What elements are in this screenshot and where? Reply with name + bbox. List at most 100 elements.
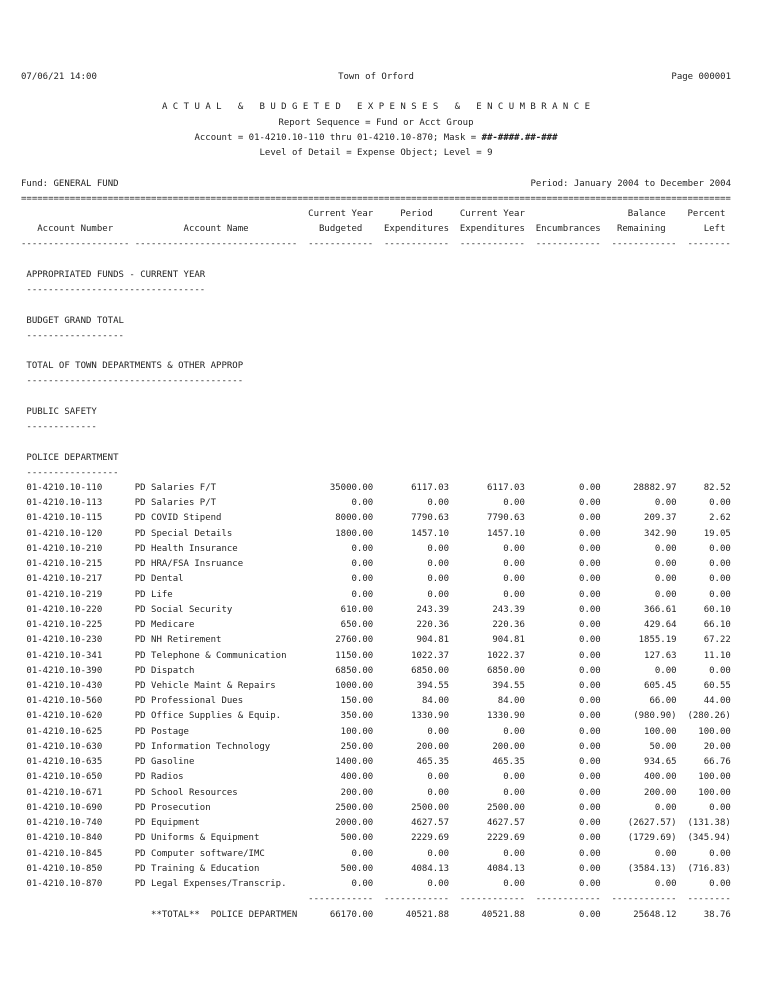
encumbrances-cell: 0.00 bbox=[579, 711, 601, 722]
account-row: 01-4210.10-635 PD Gasoline 1400.00 465.3… bbox=[21, 755, 730, 770]
period-expenditures-cell: 0.00 bbox=[427, 589, 450, 600]
total-percent-left: 38.76 bbox=[703, 909, 731, 920]
balance-remaining-cell: 1855.19 bbox=[638, 635, 677, 646]
encumbrances-cell: 0.00 bbox=[579, 650, 601, 661]
account-row: 01-4210.10-217 PD Dental 0.00 0.00 0.00 … bbox=[21, 572, 730, 587]
period-expenditures-cell: 0.00 bbox=[427, 848, 450, 859]
section-underline: ----------------- bbox=[26, 467, 119, 478]
spacer bbox=[21, 85, 731, 100]
account-number-cell: 01-4210.10-690 bbox=[26, 802, 103, 813]
period-expenditures-cell: 904.81 bbox=[416, 635, 450, 646]
balance-remaining-cell: (1729.69) bbox=[627, 833, 677, 844]
cy-expenditures-cell: 0.00 bbox=[503, 498, 525, 509]
column-header-row-1: Current Year Period Current Year Balance… bbox=[21, 207, 731, 222]
percent-left-cell: 19.05 bbox=[703, 528, 731, 539]
header-dashes: ------------ bbox=[611, 239, 677, 250]
encumbrances-cell: 0.00 bbox=[579, 482, 601, 493]
header-dashes: ------------------------------ bbox=[134, 239, 298, 250]
spacer bbox=[21, 298, 731, 313]
budgeted-cell: 2000.00 bbox=[335, 818, 374, 829]
encumbrances-cell: 0.00 bbox=[579, 818, 601, 829]
period-expenditures-cell: 1457.10 bbox=[411, 528, 450, 539]
section-heading-police-department: POLICE DEPARTMENT bbox=[26, 452, 119, 463]
section-heading-appropriated-funds: APPROPRIATED FUNDS - CURRENT YEAR bbox=[26, 269, 206, 280]
account-number-cell: 01-4210.10-650 bbox=[26, 772, 103, 783]
account-name-cell: PD Medicare bbox=[134, 620, 195, 631]
balance-remaining-cell: 0.00 bbox=[654, 559, 677, 570]
account-name-cell: PD Training & Education bbox=[134, 863, 260, 874]
cy-expenditures-cell: 6117.03 bbox=[486, 482, 525, 493]
spacer bbox=[21, 344, 731, 359]
encumbrances-cell: 0.00 bbox=[579, 726, 601, 737]
section-heading-public-safety: PUBLIC SAFETY bbox=[26, 406, 97, 417]
balance-remaining-cell: 0.00 bbox=[654, 574, 677, 585]
account-name-cell: PD School Resources bbox=[134, 787, 238, 798]
period-expenditures-cell: 84.00 bbox=[421, 696, 450, 707]
percent-left-cell: 60.10 bbox=[703, 604, 731, 615]
budgeted-cell: 1000.00 bbox=[335, 681, 374, 691]
cy-expenditures-cell: 4627.57 bbox=[486, 818, 525, 829]
account-number-cell: 01-4210.10-225 bbox=[26, 620, 103, 631]
total-encumbrances: 0.00 bbox=[579, 909, 601, 920]
percent-left-cell: 0.00 bbox=[709, 543, 731, 554]
balance-remaining-cell: 342.90 bbox=[644, 528, 677, 539]
account-name-cell: PD Uniforms & Equipment bbox=[134, 833, 260, 844]
account-name-cell: PD HRA/FSA Insruance bbox=[134, 559, 244, 570]
budgeted-cell: 610.00 bbox=[340, 604, 374, 615]
percent-left-cell: 0.00 bbox=[709, 848, 731, 859]
header-cell bbox=[129, 207, 297, 222]
account-name-cell: PD Vehicle Maint & Repairs bbox=[134, 681, 276, 691]
period-expenditures-cell: 2500.00 bbox=[411, 802, 450, 813]
column-header-table: Current Year Period Current Year Balance… bbox=[21, 207, 731, 253]
account-row: 01-4210.10-840 PD Uniforms & Equipment 5… bbox=[21, 831, 730, 846]
balance-remaining-cell: 28882.97 bbox=[633, 482, 677, 493]
total-budgeted: 66170.00 bbox=[329, 909, 374, 920]
budgeted-cell: 35000.00 bbox=[329, 482, 374, 493]
cy-expenditures-cell: 0.00 bbox=[503, 589, 525, 600]
percent-left-cell: 20.00 bbox=[703, 741, 731, 752]
account-row: 01-4210.10-671 PD School Resources 200.0… bbox=[21, 786, 730, 801]
encumbrances-cell: 0.00 bbox=[579, 879, 601, 890]
account-number-cell: 01-4210.10-630 bbox=[26, 741, 103, 752]
account-row: 01-4210.10-630 PD Information Technology… bbox=[21, 740, 731, 755]
fund-period-line: Fund: GENERAL FUND Period: January 2004 … bbox=[21, 177, 731, 192]
column-header-row-2: Account Number Account Name Budgeted Exp… bbox=[21, 222, 731, 237]
account-row: 01-4210.10-690 PD Prosecution 2500.00 25… bbox=[21, 801, 730, 816]
account-number-cell: 01-4210.10-620 bbox=[26, 711, 103, 722]
section-underline: ------------------ bbox=[26, 330, 124, 341]
period-expenditures-cell: 200.00 bbox=[416, 741, 450, 752]
account-row: 01-4210.10-115 PD COVID Stipend 8000.00 … bbox=[21, 511, 731, 526]
header-budgeted: Budgeted bbox=[319, 224, 363, 235]
encumbrances-cell: 0.00 bbox=[579, 589, 601, 600]
total-section: ------------ ------------ ------------ -… bbox=[21, 892, 731, 922]
budgeted-cell: 8000.00 bbox=[335, 513, 374, 524]
percent-left-cell: 100.00 bbox=[698, 726, 731, 737]
account-row: 01-4210.10-225 PD Medicare 650.00 220.36… bbox=[21, 618, 730, 633]
budgeted-cell: 650.00 bbox=[340, 620, 374, 631]
header-dashes: ------------ bbox=[384, 239, 450, 250]
account-name-cell: PD Gasoline bbox=[134, 757, 195, 768]
balance-remaining-cell: 66.00 bbox=[649, 696, 677, 707]
balance-remaining-cell: 0.00 bbox=[654, 802, 677, 813]
percent-left-cell: 60.55 bbox=[703, 681, 731, 691]
percent-left-cell: 2.62 bbox=[709, 513, 731, 524]
encumbrances-cell: 0.00 bbox=[579, 665, 601, 676]
account-row: 01-4210.10-390 PD Dispatch 6850.00 6850.… bbox=[21, 664, 730, 679]
account-number-cell: 01-4210.10-625 bbox=[26, 726, 103, 737]
balance-remaining-cell: 605.45 bbox=[644, 681, 677, 691]
total-dashes: ------------ bbox=[611, 894, 677, 905]
account-number-cell: 01-4210.10-870 bbox=[26, 879, 103, 890]
header-dashes: ------------ bbox=[459, 239, 525, 250]
encumbrances-cell: 0.00 bbox=[579, 681, 601, 691]
encumbrances-cell: 0.00 bbox=[579, 498, 601, 509]
encumbrances-cell: 0.00 bbox=[579, 559, 601, 570]
balance-remaining-cell: 209.37 bbox=[644, 513, 677, 524]
account-row: 01-4210.10-113 PD Salaries P/T 0.00 0.00… bbox=[21, 496, 730, 511]
header-left: Left bbox=[703, 224, 726, 235]
empty-cell bbox=[21, 892, 129, 907]
account-row: 01-4210.10-219 PD Life 0.00 0.00 0.00 0.… bbox=[21, 588, 730, 603]
header-account-number: Account Number bbox=[37, 224, 114, 235]
account-number-cell: 01-4210.10-217 bbox=[26, 574, 103, 585]
period-expenditures-cell: 0.00 bbox=[427, 543, 450, 554]
period-expenditures-cell: 0.00 bbox=[427, 574, 450, 585]
